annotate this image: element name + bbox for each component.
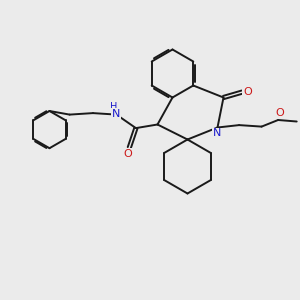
Text: O: O xyxy=(275,108,284,118)
Text: N: N xyxy=(213,128,222,139)
Text: N: N xyxy=(112,109,121,119)
Text: O: O xyxy=(243,86,252,97)
Text: O: O xyxy=(123,149,132,159)
Text: H: H xyxy=(110,102,117,112)
